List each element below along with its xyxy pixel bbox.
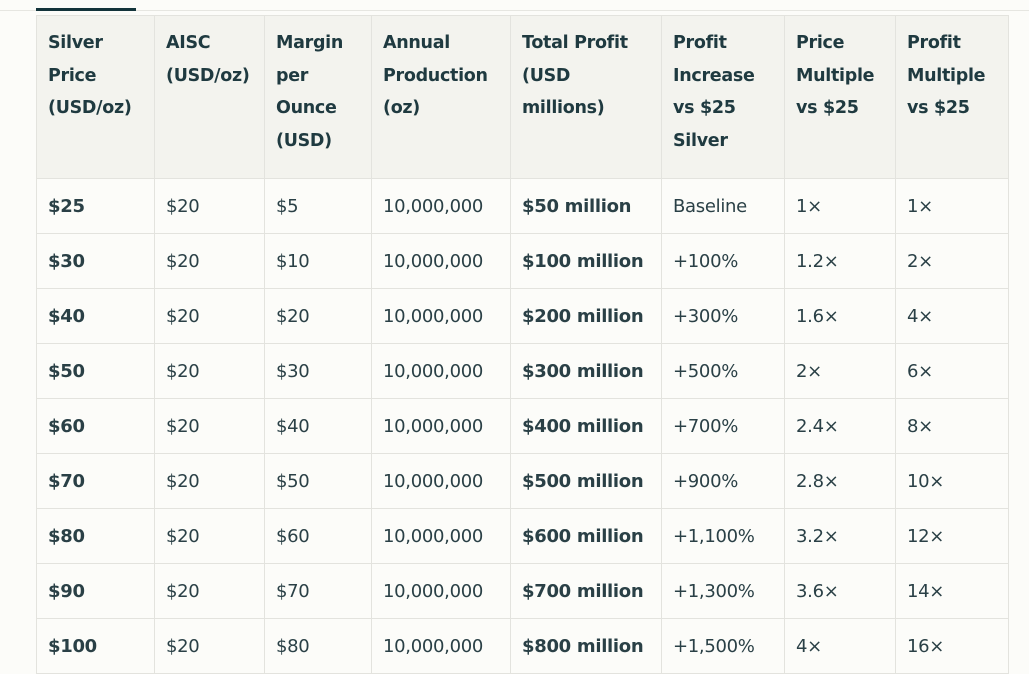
cell-total-profit: $400 million [510,398,662,454]
table-row: $25 $20 $5 10,000,000 $50 million Baseli… [36,178,1009,234]
cell-profit-increase: +1,500% [661,618,785,674]
table-row: $50 $20 $30 10,000,000 $300 million +500… [36,343,1009,399]
table-row: $100 $20 $80 10,000,000 $800 million +1,… [36,618,1009,674]
cell-price-multiple: 1.6× [784,288,896,344]
cell-total-profit: $100 million [510,233,662,289]
table-row: $40 $20 $20 10,000,000 $200 million +300… [36,288,1009,344]
header-silver-price: Silver Price (USD/oz) [36,15,155,179]
cell-profit-increase: +1,300% [661,563,785,619]
table-header-row: Silver Price (USD/oz) AISC (USD/oz) Marg… [36,15,1009,179]
cell-production: 10,000,000 [371,618,511,674]
cell-total-profit: $600 million [510,508,662,564]
cell-profit-increase: Baseline [661,178,785,234]
header-aisc: AISC (USD/oz) [154,15,265,179]
cell-price-multiple: 2× [784,343,896,399]
cell-profit-multiple: 1× [895,178,1009,234]
cell-silver-price: $40 [36,288,155,344]
cell-silver-price: $50 [36,343,155,399]
cell-price-multiple: 3.6× [784,563,896,619]
cell-margin: $50 [264,453,372,509]
header-margin-per-ounce: Margin per Ounce (USD) [264,15,372,179]
cell-production: 10,000,000 [371,563,511,619]
cell-silver-price: $30 [36,233,155,289]
cell-price-multiple: 2.4× [784,398,896,454]
cell-production: 10,000,000 [371,233,511,289]
active-tab-indicator [36,8,136,11]
cell-aisc: $20 [154,343,265,399]
cell-profit-multiple: 10× [895,453,1009,509]
cell-production: 10,000,000 [371,288,511,344]
cell-profit-increase: +100% [661,233,785,289]
cell-aisc: $20 [154,618,265,674]
cell-profit-multiple: 16× [895,618,1009,674]
cell-silver-price: $80 [36,508,155,564]
top-divider [0,10,1029,11]
cell-margin: $70 [264,563,372,619]
cell-profit-increase: +700% [661,398,785,454]
cell-production: 10,000,000 [371,508,511,564]
silver-profit-table: Silver Price (USD/oz) AISC (USD/oz) Marg… [36,15,1009,674]
header-total-profit: Total Profit (USD millions) [510,15,662,179]
cell-profit-multiple: 14× [895,563,1009,619]
cell-profit-multiple: 12× [895,508,1009,564]
cell-price-multiple: 1× [784,178,896,234]
cell-total-profit: $200 million [510,288,662,344]
cell-silver-price: $100 [36,618,155,674]
cell-total-profit: $800 million [510,618,662,674]
table-row: $80 $20 $60 10,000,000 $600 million +1,1… [36,508,1009,564]
cell-total-profit: $500 million [510,453,662,509]
table-row: $90 $20 $70 10,000,000 $700 million +1,3… [36,563,1009,619]
cell-aisc: $20 [154,288,265,344]
cell-margin: $5 [264,178,372,234]
cell-margin: $20 [264,288,372,344]
header-profit-increase: Profit Increase vs $25 Silver [661,15,785,179]
cell-aisc: $20 [154,508,265,564]
cell-profit-increase: +500% [661,343,785,399]
table-row: $70 $20 $50 10,000,000 $500 million +900… [36,453,1009,509]
cell-silver-price: $60 [36,398,155,454]
cell-aisc: $20 [154,178,265,234]
cell-price-multiple: 2.8× [784,453,896,509]
table-row: $60 $20 $40 10,000,000 $400 million +700… [36,398,1009,454]
cell-aisc: $20 [154,398,265,454]
cell-price-multiple: 1.2× [784,233,896,289]
cell-profit-multiple: 6× [895,343,1009,399]
cell-production: 10,000,000 [371,343,511,399]
cell-profit-multiple: 2× [895,233,1009,289]
cell-silver-price: $70 [36,453,155,509]
cell-margin: $40 [264,398,372,454]
cell-profit-multiple: 8× [895,398,1009,454]
cell-price-multiple: 4× [784,618,896,674]
cell-margin: $80 [264,618,372,674]
header-annual-production: Annual Production (oz) [371,15,511,179]
cell-total-profit: $700 million [510,563,662,619]
cell-aisc: $20 [154,563,265,619]
cell-production: 10,000,000 [371,453,511,509]
cell-aisc: $20 [154,453,265,509]
cell-profit-multiple: 4× [895,288,1009,344]
cell-aisc: $20 [154,233,265,289]
cell-silver-price: $90 [36,563,155,619]
cell-margin: $60 [264,508,372,564]
cell-margin: $10 [264,233,372,289]
cell-price-multiple: 3.2× [784,508,896,564]
header-price-multiple: Price Multiple vs $25 [784,15,896,179]
cell-production: 10,000,000 [371,178,511,234]
cell-total-profit: $50 million [510,178,662,234]
cell-total-profit: $300 million [510,343,662,399]
cell-profit-increase: +300% [661,288,785,344]
cell-margin: $30 [264,343,372,399]
cell-profit-increase: +900% [661,453,785,509]
cell-silver-price: $25 [36,178,155,234]
header-profit-multiple: Profit Multiple vs $25 [895,15,1009,179]
table-row: $30 $20 $10 10,000,000 $100 million +100… [36,233,1009,289]
cell-profit-increase: +1,100% [661,508,785,564]
cell-production: 10,000,000 [371,398,511,454]
